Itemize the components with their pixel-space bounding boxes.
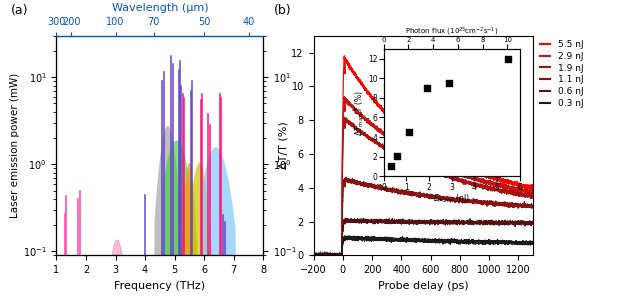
0.6 nJ	[310, 254, 317, 257]
1.1 nJ	[342, 175, 350, 179]
0.3 nJ	[414, 237, 421, 241]
1.1 nJ	[402, 192, 409, 195]
1.9 nJ	[404, 159, 411, 162]
0.3 nJ	[310, 253, 317, 257]
5.5 nJ	[529, 185, 537, 189]
1.1 nJ	[512, 203, 519, 207]
2.9 nJ	[469, 177, 477, 181]
0.3 nJ	[346, 234, 354, 238]
2.9 nJ	[310, 254, 317, 257]
2.9 nJ	[529, 188, 537, 192]
Line: 0.3 nJ: 0.3 nJ	[314, 236, 533, 255]
0.3 nJ	[512, 241, 519, 245]
1.1 nJ	[310, 254, 317, 257]
2.9 nJ	[340, 95, 348, 99]
0.6 nJ	[512, 219, 519, 223]
0.3 nJ	[469, 240, 477, 244]
2.9 nJ	[522, 189, 530, 192]
Y-axis label: Laser emission power (mW): Laser emission power (mW)	[10, 73, 20, 218]
1.9 nJ	[402, 159, 409, 162]
1.1 nJ	[404, 191, 411, 195]
1.9 nJ	[512, 192, 519, 196]
1.9 nJ	[529, 195, 537, 199]
0.6 nJ	[404, 220, 411, 224]
1.9 nJ	[310, 254, 317, 257]
1.9 nJ	[414, 163, 421, 166]
Line: 5.5 nJ: 5.5 nJ	[314, 56, 533, 255]
Y-axis label: ΔT/T (%): ΔT/T (%)	[278, 122, 288, 169]
0.6 nJ	[402, 219, 409, 222]
5.5 nJ	[310, 254, 317, 257]
1.1 nJ	[469, 199, 477, 203]
2.9 nJ	[512, 188, 519, 191]
1.9 nJ	[522, 194, 530, 197]
2.9 nJ	[414, 156, 421, 159]
2.9 nJ	[402, 147, 409, 151]
0.3 nJ	[529, 241, 537, 244]
5.5 nJ	[469, 170, 477, 174]
0.6 nJ	[529, 223, 537, 226]
Text: (a): (a)	[11, 4, 28, 17]
X-axis label: Probe delay (ps): Probe delay (ps)	[378, 281, 468, 291]
5.5 nJ	[512, 182, 519, 186]
1.9 nJ	[340, 115, 348, 119]
5.5 nJ	[522, 186, 530, 189]
5.5 nJ	[310, 253, 317, 257]
Line: 1.9 nJ: 1.9 nJ	[314, 117, 533, 255]
0.3 nJ	[310, 254, 317, 257]
X-axis label: Wavelength (μm): Wavelength (μm)	[112, 3, 208, 13]
1.9 nJ	[469, 183, 477, 187]
5.5 nJ	[340, 54, 348, 58]
Legend: 5.5 nJ, 2.9 nJ, 1.9 nJ, 1.1 nJ, 0.6 nJ, 0.3 nJ: 5.5 nJ, 2.9 nJ, 1.9 nJ, 1.1 nJ, 0.6 nJ, …	[540, 40, 583, 108]
1.1 nJ	[522, 205, 530, 208]
5.5 nJ	[404, 132, 411, 135]
0.6 nJ	[414, 221, 421, 225]
X-axis label: Photon flux (10$^{25}$cm$^{-2}$s$^{-1}$): Photon flux (10$^{25}$cm$^{-2}$s$^{-1}$)	[405, 26, 498, 38]
0.3 nJ	[522, 241, 530, 245]
1.1 nJ	[414, 193, 421, 196]
0.6 nJ	[310, 253, 317, 256]
0.6 nJ	[469, 222, 477, 226]
0.6 nJ	[360, 217, 367, 220]
0.6 nJ	[522, 221, 530, 225]
Text: (b): (b)	[274, 4, 292, 17]
0.3 nJ	[404, 239, 411, 242]
5.5 nJ	[414, 138, 421, 142]
0.3 nJ	[402, 238, 409, 241]
X-axis label: Frequency (THz): Frequency (THz)	[114, 281, 206, 291]
Line: 0.6 nJ: 0.6 nJ	[314, 218, 533, 255]
1.1 nJ	[529, 204, 537, 208]
1.1 nJ	[310, 252, 317, 256]
Line: 1.1 nJ: 1.1 nJ	[314, 177, 533, 255]
5.5 nJ	[402, 131, 409, 135]
Line: 2.9 nJ: 2.9 nJ	[314, 97, 533, 255]
2.9 nJ	[404, 148, 411, 151]
